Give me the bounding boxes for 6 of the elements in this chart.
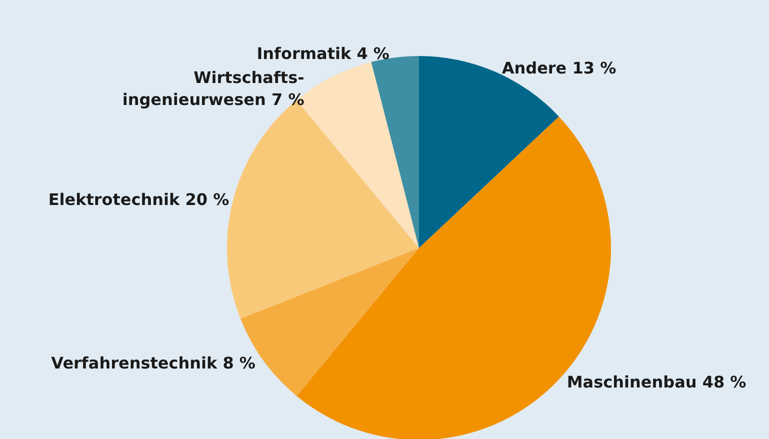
slice-label: Verfahrenstechnik 8 % xyxy=(51,354,256,373)
slice-label: Maschinenbau 48 % xyxy=(566,372,746,392)
slice-label: Wirtschafts- ingenieurwesen 7 % xyxy=(122,68,304,110)
slice-label: Elektrotechnik 20 % xyxy=(48,190,230,209)
slice-label: Informatik 4 % xyxy=(256,44,390,64)
slice-label: Andere 13 % xyxy=(502,58,616,78)
